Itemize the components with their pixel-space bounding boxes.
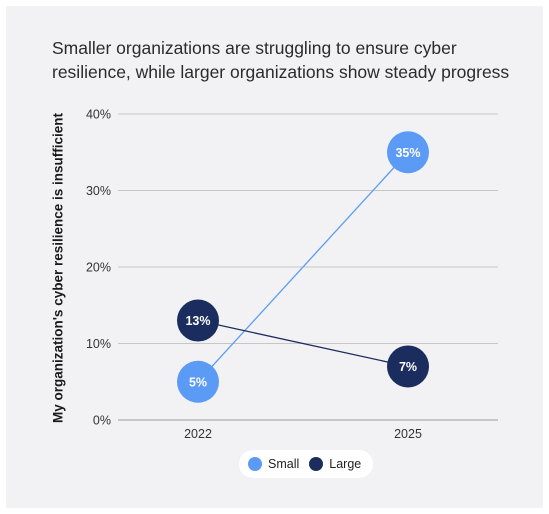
x-tick-label: 2022 [184, 427, 212, 441]
chart-card [6, 6, 543, 508]
chart-title-line-2: resilience, while larger organizations s… [52, 62, 510, 82]
series-line-small [197, 151, 409, 383]
data-label-large: 13% [185, 314, 210, 328]
y-tick-label: 20% [86, 261, 111, 275]
y-tick-label: 30% [86, 184, 111, 198]
legend-item-small: Small [248, 457, 299, 471]
legend: Small Large [239, 450, 374, 478]
legend-swatch-large [309, 457, 324, 471]
data-label-large: 7% [399, 360, 417, 374]
legend-label-large: Large [329, 457, 362, 471]
legend-label-small: Small [268, 457, 300, 471]
y-tick-label: 10% [86, 337, 111, 351]
data-point-small [387, 131, 429, 174]
data-label-small: 35% [395, 146, 420, 160]
data-point-large [387, 345, 429, 388]
series-line-large [197, 319, 409, 368]
x-tick-label: 2025 [394, 427, 422, 441]
data-point-large [177, 299, 219, 342]
y-tick-label: 0% [93, 414, 111, 428]
data-label-small: 5% [189, 375, 207, 389]
y-tick-label: 40% [86, 108, 111, 122]
legend-item-large: Large [309, 457, 361, 471]
chart-title: Smaller organizations are struggling to … [52, 36, 522, 84]
legend-swatch-small [248, 457, 262, 471]
chart-title-line-1: Smaller organizations are struggling to … [52, 38, 457, 58]
data-point-small [177, 360, 219, 403]
